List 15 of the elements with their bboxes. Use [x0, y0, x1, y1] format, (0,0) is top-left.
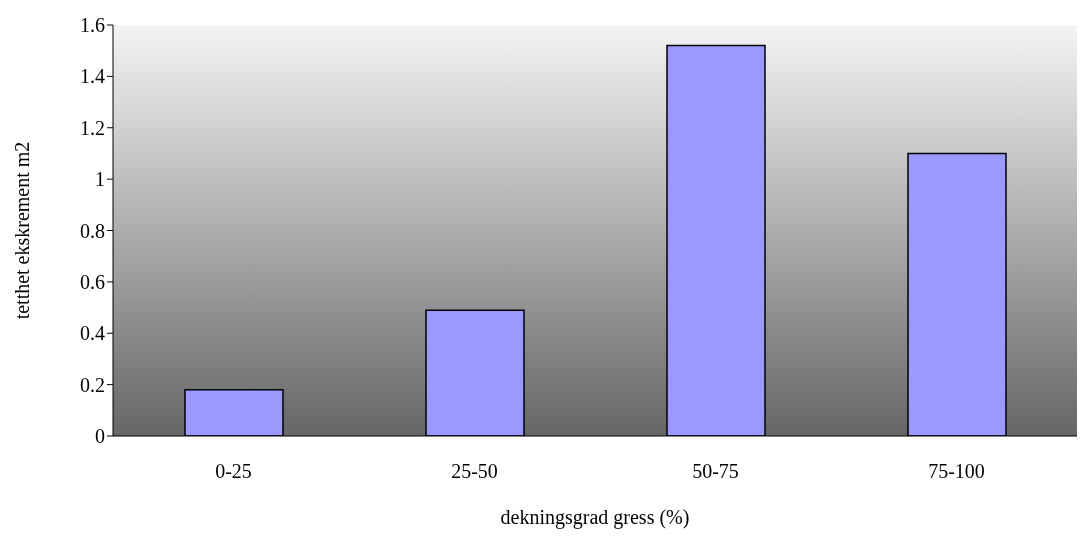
- y-tick-label: 1.6: [80, 14, 105, 37]
- y-axis-title: tetthet ekskrement m2: [11, 141, 34, 320]
- x-tick-label: 50-75: [692, 460, 739, 483]
- x-tick-label: 0-25: [215, 460, 252, 483]
- y-tick-label: 0.4: [80, 322, 105, 345]
- x-axis-title: dekningsgrad gress (%): [500, 506, 690, 529]
- y-tick-label: 0.2: [80, 373, 105, 396]
- y-tick-label: 1.4: [80, 65, 105, 88]
- x-tick-label: 25-50: [451, 460, 498, 483]
- y-tick-label: 0.8: [80, 219, 105, 242]
- y-tick-label: 0: [95, 425, 105, 448]
- y-tick-label: 1.2: [80, 116, 105, 139]
- y-tick-label: 1: [95, 168, 105, 191]
- x-tick-label: 75-100: [928, 460, 985, 483]
- y-tick-label: 0.6: [80, 270, 105, 293]
